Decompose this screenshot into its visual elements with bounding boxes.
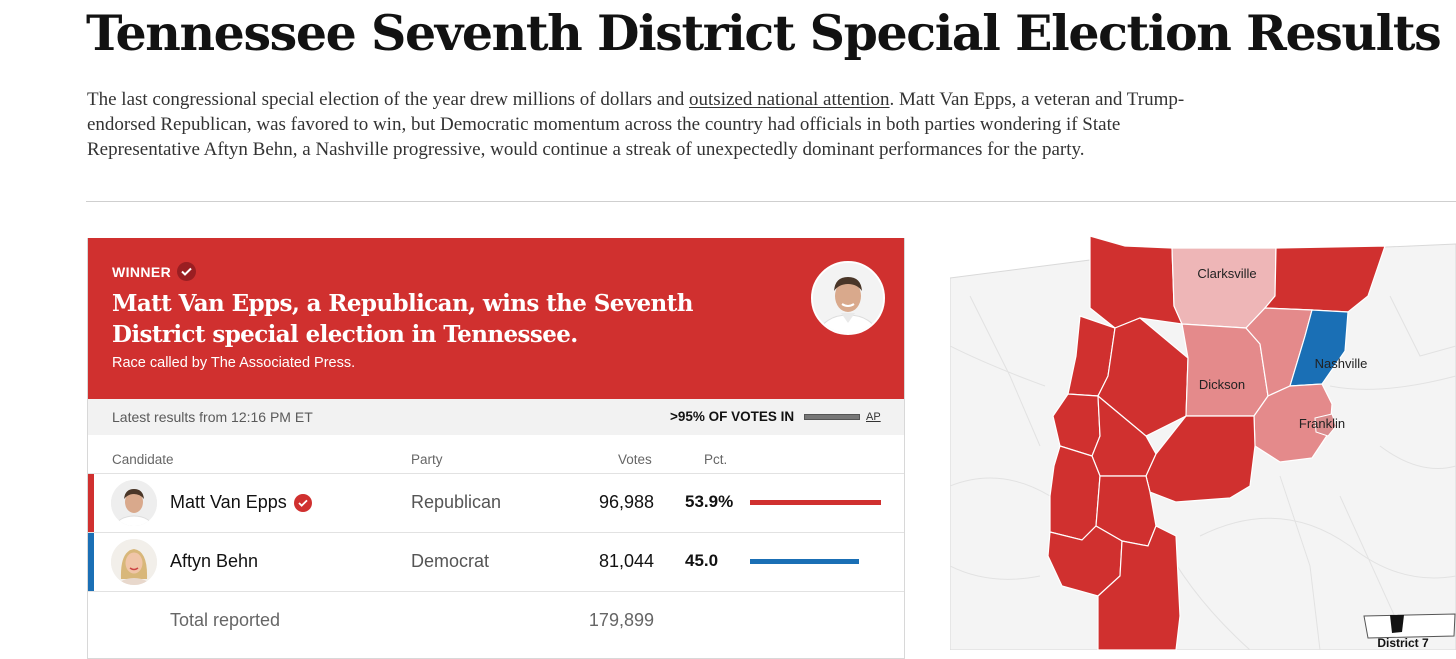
column-candidate: Candidate	[112, 452, 174, 467]
candidate-votes: 81,044	[598, 551, 654, 571]
tennessee-inset-map: District 7	[1363, 613, 1456, 650]
table-row-van-epps: Matt Van Epps Republican 96,988 53.9%	[88, 473, 904, 532]
dek-text-1: The last congressional special election …	[87, 89, 690, 110]
district-results-map[interactable]: Clarksville Nashville Dickson Franklin D…	[950, 236, 1456, 650]
candidate-party: Republican	[411, 492, 502, 512]
party-color-stripe	[88, 474, 94, 532]
label-dickson: Dickson	[1199, 377, 1245, 392]
candidate-avatar	[111, 539, 157, 585]
outsized-attention-link[interactable]: outsized national attention	[689, 89, 890, 110]
column-votes: Votes	[618, 452, 652, 467]
total-reported-votes: 179,899	[588, 610, 654, 630]
dek-text-2: . Matt Van Epps, a veteran and Trump-end…	[87, 89, 1185, 160]
article-dek: The last congressional special election …	[87, 87, 1187, 162]
winner-banner: WINNER Matt Van Epps, a Republican, wins…	[88, 238, 904, 399]
label-nashville: Nashville	[1315, 356, 1368, 371]
winner-check-icon	[177, 262, 197, 281]
winner-tag: WINNER	[112, 262, 197, 281]
latest-results-time: Latest results from 12:16 PM ET	[112, 409, 313, 425]
candidate-name: Aftyn Behn	[170, 551, 259, 571]
party-color-stripe	[88, 533, 94, 591]
vote-share-bar	[750, 559, 860, 564]
candidate-pct: 45.0	[685, 551, 719, 570]
race-called-note: Race called by The Associated Press.	[112, 355, 356, 371]
total-reported-label: Total reported	[170, 610, 281, 630]
winner-avatar	[811, 261, 885, 335]
column-party: Party	[411, 452, 443, 467]
franklin-area	[1314, 413, 1337, 437]
votes-in-label: >95% OF VOTES IN	[670, 409, 795, 424]
inset-label: District 7	[1377, 636, 1429, 650]
district-counties	[1047, 236, 1386, 650]
winner-headline: Matt Van Epps, a Republican, wins the Se…	[112, 290, 693, 348]
county-north-west	[1089, 236, 1183, 329]
label-franklin: Franklin	[1299, 416, 1345, 431]
divider	[86, 201, 1456, 202]
table-row-total: Total reported 179,899	[88, 591, 904, 650]
candidate-avatar	[111, 480, 157, 526]
reporting-progress-bar	[804, 414, 860, 420]
county-wayne	[1097, 525, 1181, 650]
results-card: WINNER Matt Van Epps, a Republican, wins…	[87, 238, 905, 659]
label-clarksville: Clarksville	[1197, 266, 1256, 281]
column-pct: Pct.	[704, 452, 728, 467]
candidate-name: Matt Van Epps	[170, 492, 287, 512]
table-row-behn: Aftyn Behn Democrat 81,044 45.0	[88, 532, 904, 591]
ap-source-link[interactable]: AP	[866, 411, 881, 423]
candidate-votes: 96,988	[598, 492, 654, 512]
vote-share-bar	[750, 500, 881, 505]
county-decatur	[1049, 445, 1101, 541]
candidate-party: Democrat	[411, 551, 490, 571]
county-stewart-south	[1097, 317, 1189, 437]
winner-check-icon	[293, 494, 312, 512]
winner-label: WINNER	[112, 263, 172, 280]
page-title: Tennessee Seventh District Special Elect…	[86, 4, 1442, 62]
candidate-pct: 53.9%	[685, 492, 734, 511]
results-meta-bar: Latest results from 12:16 PM ET >95% OF …	[88, 399, 904, 435]
